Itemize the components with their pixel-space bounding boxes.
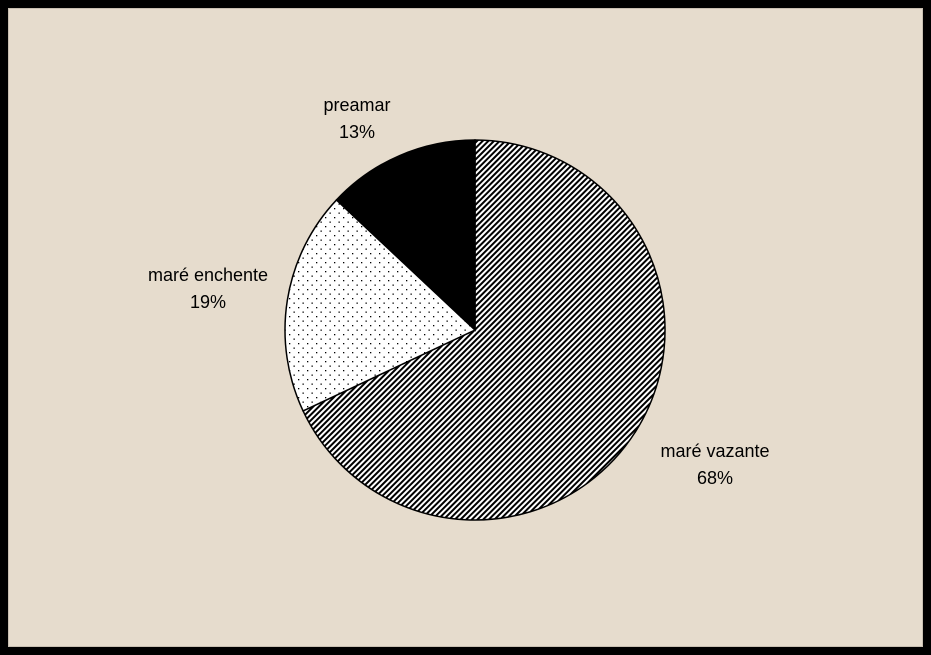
slice-value-label-preamar: 13% [339, 122, 375, 142]
pie-slice-mare-vazante [302, 139, 666, 521]
pie-slice-mare-enchente [284, 198, 477, 412]
pie-slice-preamar [335, 139, 476, 332]
slice-value-label-mare-enchente: 19% [190, 292, 226, 312]
slice-value-label-mare-vazante: 68% [697, 468, 733, 488]
slice-label-mare-vazante: maré vazante [660, 441, 769, 461]
pie-slices [284, 139, 666, 521]
slice-label-mare-enchente: maré enchente [148, 265, 268, 285]
slice-label-preamar: preamar [323, 95, 390, 115]
pie-labels: maré vazante 68% maré enchente 19% preamar 13… [148, 95, 770, 488]
chart-plot-area [8, 8, 923, 647]
